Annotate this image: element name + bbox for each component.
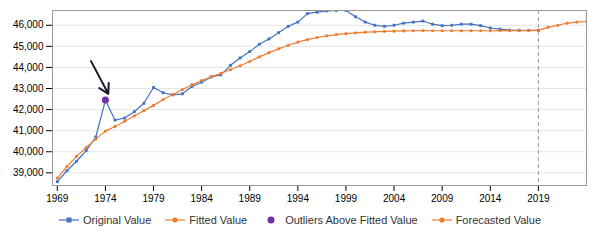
html-text:Outliers Above Fitted Value: Outliers Above Fitted Value xyxy=(285,214,418,226)
svg-text:39,000: 39,000 xyxy=(13,167,44,178)
svg-text:1979: 1979 xyxy=(142,193,165,204)
svg-text:2019: 2019 xyxy=(527,193,550,204)
html-text:Fitted Value: Fitted Value xyxy=(189,214,248,226)
svg-text:1969: 1969 xyxy=(46,193,69,204)
svg-text:42,000: 42,000 xyxy=(13,104,44,115)
svg-text:46,000: 46,000 xyxy=(13,19,44,30)
svg-text:43,000: 43,000 xyxy=(13,83,44,94)
svg-text:1999: 1999 xyxy=(335,193,358,204)
svg-text:40,000: 40,000 xyxy=(13,146,44,157)
svg-text:1989: 1989 xyxy=(239,193,262,204)
html-text:Original Value: Original Value xyxy=(83,214,152,226)
svg-text:2014: 2014 xyxy=(479,193,502,204)
svg-text:41,000: 41,000 xyxy=(13,125,44,136)
svg-text:2009: 2009 xyxy=(431,193,454,204)
svg-text:1974: 1974 xyxy=(94,193,117,204)
svg-text:45,000: 45,000 xyxy=(13,41,44,52)
svg-text:1984: 1984 xyxy=(191,193,214,204)
svg-text:44,000: 44,000 xyxy=(13,62,44,73)
svg-text:1994: 1994 xyxy=(287,193,310,204)
svg-text:2004: 2004 xyxy=(383,193,406,204)
html-text:Forecasted Value: Forecasted Value xyxy=(455,214,541,226)
